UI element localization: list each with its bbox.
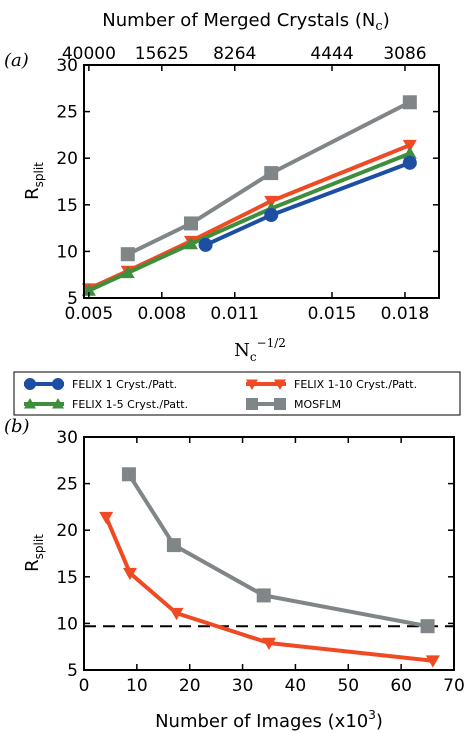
- legend-marker: [52, 378, 64, 390]
- panel-a-label: (a): [4, 50, 29, 71]
- panel-a-data-point: [402, 155, 417, 170]
- legend-marker: [274, 379, 286, 390]
- panel-b-y-tick-label: 5: [67, 661, 78, 681]
- panel-a-y-tick-label: 25: [56, 103, 78, 123]
- panel-a-data-point: [264, 208, 279, 223]
- panel-b-data-point: [425, 655, 440, 668]
- panel-b-data-point: [99, 511, 114, 525]
- panel-b-plot-frame: [83, 436, 455, 671]
- panel-b-y-tick-label: 20: [56, 521, 78, 541]
- panel-a-data-point: [402, 139, 417, 153]
- panel-a-y-tick-label: 15: [56, 196, 78, 216]
- panel-a-y-tick-label: 5: [67, 289, 78, 309]
- panel-b-data-point: [169, 607, 184, 621]
- legend-label: FELIX 1-5 Cryst./Patt.: [72, 398, 188, 411]
- panel-b-data-point: [166, 538, 181, 553]
- panel-a-x-tick-label: 0.008: [137, 304, 186, 324]
- legend-box: [13, 371, 461, 416]
- panel-b-x-tick-label: 60: [390, 676, 412, 696]
- panel-b-y-tick-label: 10: [56, 614, 78, 634]
- panel-a-y-tick-label: 20: [56, 149, 78, 169]
- panel-a-x-tick-label: 0.015: [308, 304, 357, 324]
- panel-a-data-point: [402, 146, 417, 159]
- legend-marker: [24, 378, 36, 390]
- panel-a-x-tick-label: 0.011: [210, 304, 259, 324]
- legend: FELIX 1 Cryst./Patt. FELIX 1-10 Cryst./Pa…: [13, 371, 461, 416]
- panel-b-label: (b): [4, 416, 30, 437]
- panel-b-data-point: [262, 637, 276, 650]
- panel-a-top-tick-label: 8264: [213, 44, 256, 64]
- panel-b-x-tick-label: 0: [79, 676, 90, 696]
- legend-label: MOSFLM: [294, 398, 341, 411]
- panel-b-x-axis-title: Number of Images (x103): [155, 708, 383, 732]
- panel-b-series-line: [127, 473, 428, 629]
- panel-a-y-tick-label: 30: [56, 56, 78, 76]
- panel-b-data-point: [256, 588, 271, 603]
- legend-marker: [246, 379, 258, 390]
- panel-a-data-point: [81, 283, 96, 296]
- panel-a-data-point: [183, 216, 198, 231]
- panel-a-x-axis-title: Nc−1/2: [234, 336, 286, 364]
- legend-marker: [274, 398, 286, 410]
- panel-a-top-tick-label: 15625: [135, 44, 189, 64]
- panel-a-data-point: [402, 95, 417, 110]
- panel-a-top-tick-label: 40000: [62, 44, 116, 64]
- panel-a-top-axis-title: Number of Merged Crystals (Nc): [102, 10, 389, 34]
- legend-label: FELIX 1-10 Cryst./Patt.: [294, 378, 417, 391]
- panel-b-x-tick-label: 10: [126, 676, 148, 696]
- panel-b-data-point: [122, 567, 137, 581]
- legend-label: FELIX 1 Cryst./Patt.: [72, 378, 177, 391]
- legend-marker: [52, 398, 64, 409]
- panel-a-top-tick-label: 4444: [310, 44, 353, 64]
- panel-a-data-point: [198, 237, 213, 252]
- panel-a-series-line: [204, 161, 411, 247]
- panel-b-x-tick-label: 40: [285, 676, 307, 696]
- panel-a-data-point: [120, 247, 135, 262]
- panel-b-data-point: [121, 467, 136, 482]
- panel-b-x-tick-label: 30: [232, 676, 254, 696]
- panel-a-top-tick-label: 3086: [383, 44, 426, 64]
- panel-b-y-axis-title: Rsplit: [22, 534, 46, 572]
- panel-b-x-tick-label: 70: [443, 676, 465, 696]
- panel-a-plot-frame: [83, 64, 440, 299]
- panel-a-x-tick-label: 0.005: [65, 304, 114, 324]
- panel-a-series-line: [88, 151, 411, 293]
- panel-b: (b) 5 10 15 20 25 30 0 10 20 30 40 50 60 70 Rsplit Nu…: [4, 416, 465, 732]
- panel-b-x-tick-label: 20: [179, 676, 201, 696]
- panel-b-y-tick-label: 15: [56, 568, 78, 588]
- panel-b-y-tick-label: 30: [56, 428, 78, 448]
- panel-a-y-axis-title: Rsplit: [22, 162, 46, 200]
- panel-a-data-point: [264, 166, 279, 181]
- panel-a: Number of Merged Crystals (Nc) (a) 5 10 15…: [4, 10, 440, 364]
- panel-a-series-line: [126, 100, 411, 256]
- legend-marker: [246, 398, 258, 410]
- legend-marker: [24, 398, 36, 409]
- panel-b-x-tick-label: 50: [337, 676, 359, 696]
- panel-a-y-tick-label: 10: [56, 242, 78, 262]
- panel-b-data-point: [420, 619, 435, 634]
- panel-b-y-tick-label: 25: [56, 475, 78, 495]
- panel-a-data-point: [183, 236, 198, 250]
- panel-a-x-tick-label: 0.018: [381, 304, 430, 324]
- panel-a-data-point: [120, 265, 135, 279]
